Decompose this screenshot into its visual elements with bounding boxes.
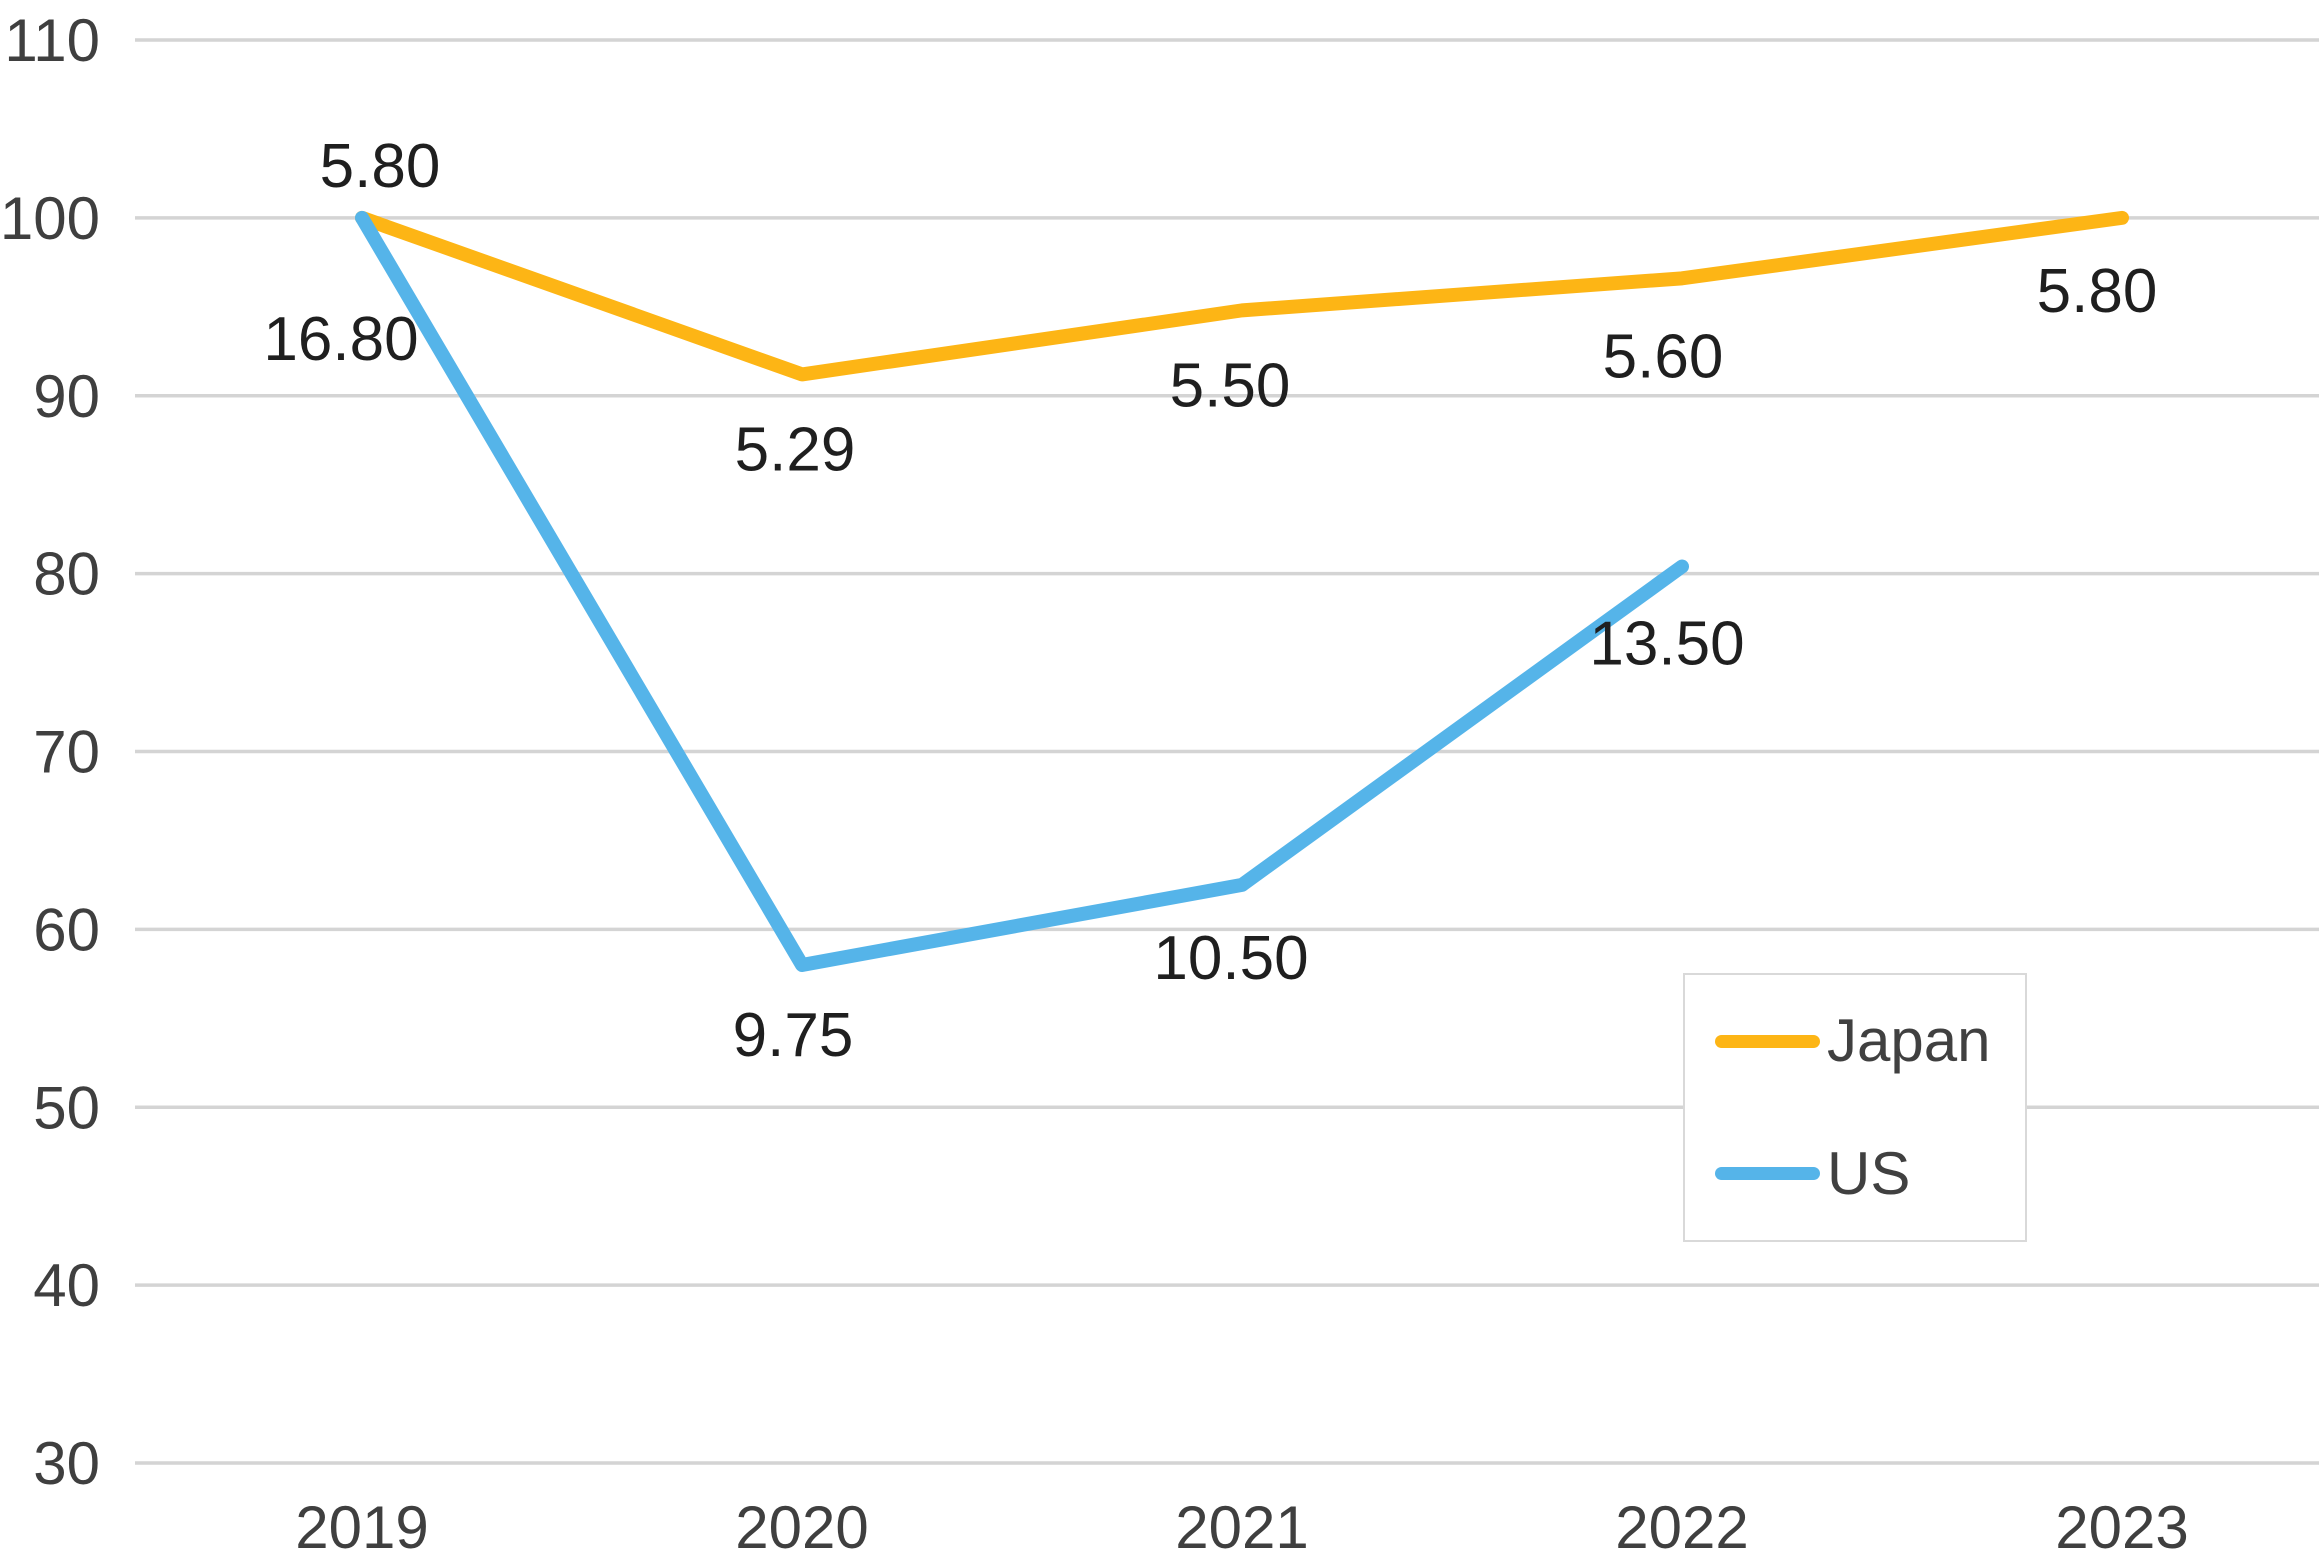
x-tick-label: 2020 (735, 1494, 868, 1561)
y-tick-label: 80 (33, 541, 100, 608)
y-tick-label: 90 (33, 363, 100, 430)
data-label-us-2020: 9.75 (733, 1001, 854, 1070)
y-tick-label: 60 (33, 896, 100, 963)
data-label-japan-2022: 5.60 (1603, 322, 1724, 391)
y-tick-label: 30 (33, 1430, 100, 1497)
data-label-japan-2019: 5.80 (320, 132, 441, 201)
y-tick-label: 110 (4, 7, 100, 74)
y-tick-label: 50 (33, 1074, 100, 1141)
y-tick-label: 70 (33, 719, 100, 786)
x-tick-label: 2021 (1175, 1494, 1308, 1561)
us-line-swatch-icon (1715, 1167, 1820, 1181)
legend-label-us: US (1827, 1139, 1911, 1207)
data-label-japan-2023: 5.80 (2037, 257, 2158, 326)
y-tick-label: 40 (33, 1252, 100, 1319)
legend: Japan US (1683, 973, 2027, 1242)
data-label-us-2021: 10.50 (1153, 924, 1308, 993)
data-label-us-2019: 16.80 (263, 305, 418, 374)
data-label-japan-2020: 5.29 (735, 415, 856, 484)
legend-item-us: US (1715, 1139, 2025, 1207)
y-tick-label: 100 (0, 185, 100, 252)
legend-label-japan: Japan (1827, 1007, 1991, 1075)
series-line-us (355, 210, 1689, 972)
data-label-us-2022: 13.50 (1589, 610, 1744, 679)
japan-line-swatch-icon (1715, 1034, 1820, 1048)
x-tick-label: 2023 (2055, 1494, 2188, 1561)
legend-item-japan: Japan (1715, 1011, 2025, 1071)
series-line-japan (355, 210, 2129, 382)
x-tick-label: 2022 (1615, 1494, 1748, 1561)
data-label-japan-2021: 5.50 (1170, 351, 1291, 420)
x-tick-label: 2019 (295, 1494, 428, 1561)
